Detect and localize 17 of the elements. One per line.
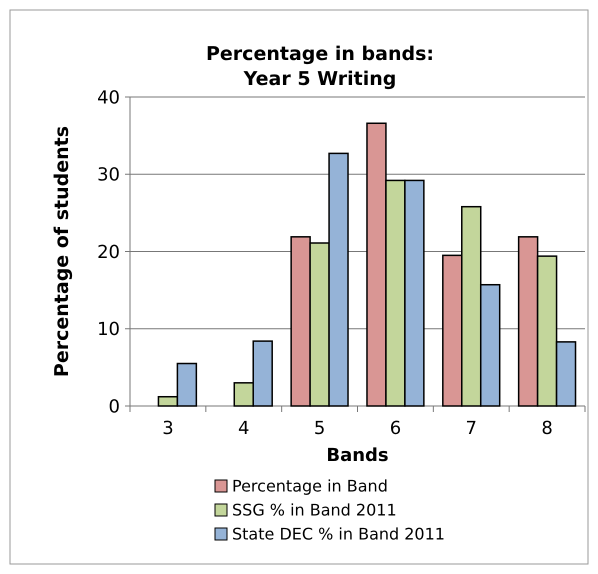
x-tick-label: 3	[162, 418, 174, 439]
legend-label: State DEC % in Band 2011	[232, 524, 445, 544]
y-tick-label: 20	[97, 242, 120, 263]
y-tick-label: 0	[108, 396, 120, 418]
legend-label: Percentage in Band	[232, 476, 388, 496]
y-tick-label: 10	[97, 319, 120, 340]
x-tick-label: 7	[466, 418, 477, 439]
x-axis-title: Bands	[326, 445, 389, 466]
legend-label: SSG % in Band 2011	[232, 500, 397, 520]
y-tick-label: 40	[97, 87, 120, 108]
y-tick-label: 30	[97, 164, 120, 186]
chart-title: Percentage in bands: Year 5 Writing	[206, 43, 434, 90]
x-tick-label: 4	[238, 418, 250, 439]
x-tick-label: 6	[390, 418, 402, 439]
x-tick-label: 5	[314, 418, 326, 439]
y-axis-title: Percentage of students	[51, 126, 73, 378]
x-tick-label: 8	[541, 418, 553, 439]
